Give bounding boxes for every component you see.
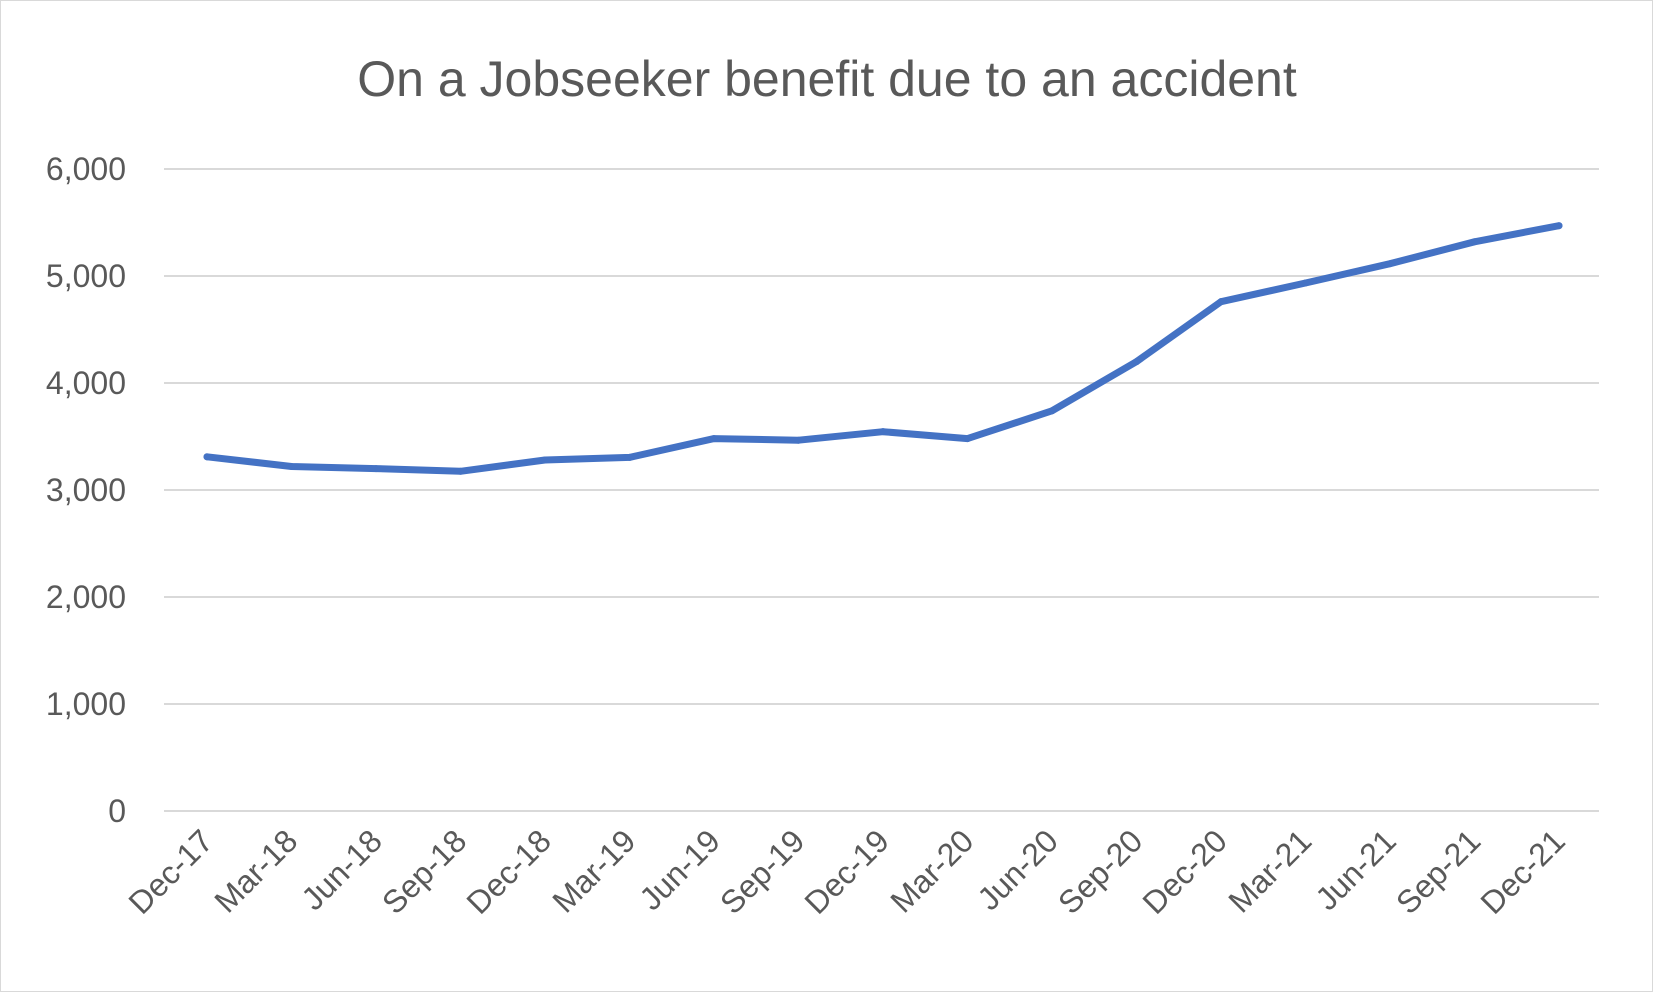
data-point: [710, 435, 718, 443]
y-tick-label: 1,000: [46, 686, 126, 722]
data-point: [1386, 260, 1394, 268]
x-tick-label: Jun-18: [294, 822, 389, 917]
x-tick-label: Sep-18: [375, 822, 473, 920]
x-tick-label: Sep-19: [713, 822, 811, 920]
chart-title: On a Jobseeker benefit due to an acciden…: [357, 51, 1297, 107]
x-tick-label: Mar-20: [883, 822, 980, 919]
x-axis-tick-labels: Dec-17Mar-18Jun-18Sep-18Dec-18Mar-19Jun-…: [122, 822, 1572, 920]
x-tick-label: Dec-18: [460, 822, 558, 920]
data-point: [372, 465, 380, 473]
data-point: [964, 435, 971, 443]
y-tick-label: 2,000: [46, 579, 126, 615]
x-tick-label: Mar-19: [545, 822, 642, 919]
x-tick-label: Sep-20: [1051, 822, 1149, 920]
gridlines: [164, 168, 1599, 812]
x-tick-label: Jun-19: [632, 822, 727, 917]
data-point: [1302, 279, 1309, 287]
data-point: [1471, 238, 1478, 246]
x-tick-label: Dec-20: [1136, 822, 1234, 920]
y-tick-label: 6,000: [46, 151, 126, 187]
data-point: [457, 467, 464, 475]
y-axis-tick-labels: 0 1,000 2,000 3,000 4,000 5,000 6,000: [46, 151, 126, 829]
data-point: [203, 453, 211, 461]
x-tick-label: Sep-21: [1389, 822, 1487, 920]
y-tick-label: 4,000: [46, 365, 126, 401]
data-point: [288, 462, 295, 470]
y-tick-label: 5,000: [46, 258, 126, 294]
x-tick-label: Mar-18: [207, 822, 304, 919]
series-layer: [203, 222, 1563, 475]
x-tick-label: Mar-21: [1221, 822, 1318, 919]
x-tick-label: Jun-20: [970, 822, 1065, 917]
data-point: [1133, 358, 1140, 366]
y-tick-label: 0: [108, 793, 126, 829]
data-point: [541, 456, 549, 464]
data-point: [1555, 222, 1563, 230]
data-point: [626, 453, 633, 461]
data-point: [879, 428, 887, 436]
data-point: [1048, 407, 1056, 415]
x-tick-label: Dec-21: [1474, 822, 1572, 920]
x-tick-label: Jun-21: [1308, 822, 1403, 917]
data-point: [795, 436, 802, 444]
data-point: [1217, 298, 1225, 306]
y-tick-label: 3,000: [46, 472, 126, 508]
x-tick-label: Dec-17: [122, 822, 220, 920]
x-tick-label: Dec-19: [798, 822, 896, 920]
